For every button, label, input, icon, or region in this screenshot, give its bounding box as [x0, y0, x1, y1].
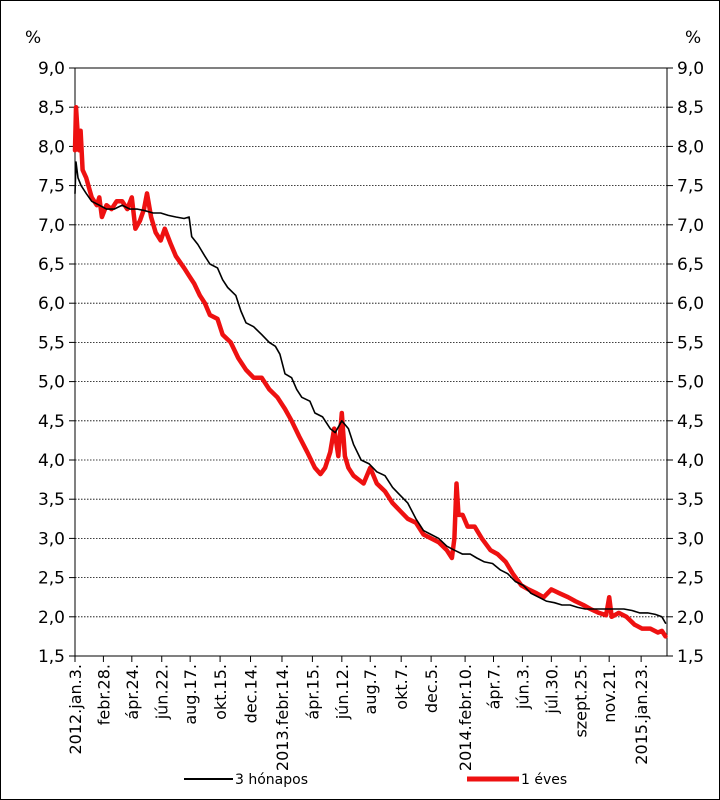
- x-tick-label: 2012.jan.3.: [66, 664, 85, 755]
- y-tick-label-left: 2,5: [38, 569, 65, 589]
- y-axis-left: 9,0 8,5 8,0 7,5 7,0 6,5 6,0 5,5 5,0 4,5 4,0 3,5 3,0 2…: [38, 59, 75, 667]
- x-tick-label: júl.30.: [542, 664, 561, 715]
- x-axis: 2012.jan.3. febr.28. ápr.24. jún.22. aug.17.…: [66, 656, 651, 771]
- y-tick-label-left: 4,0: [38, 451, 65, 471]
- x-tick-label: dec.14.: [242, 664, 261, 723]
- y-tick-label-left: 8,5: [38, 98, 65, 118]
- y-tick-label-left: 1,5: [38, 647, 65, 667]
- y-tick-label-right: 3,0: [677, 529, 704, 549]
- series-line-1-eves: [72, 104, 668, 639]
- y-tick-label-left: 5,5: [38, 333, 65, 353]
- series-line-3-honapos: [74, 161, 667, 624]
- y-tick-label-right: 5,5: [677, 333, 704, 353]
- y-tick-label-right: 9,0: [677, 59, 704, 79]
- x-tick-label: ápr.24.: [123, 664, 142, 720]
- y-tick-label-left: 2,0: [38, 608, 65, 628]
- legend: 3 hónapos 1 éves: [184, 772, 567, 788]
- y-tick-label-right: 1,5: [677, 647, 704, 667]
- x-tick-label: 2013.febr.14.: [273, 664, 292, 771]
- y-tick-label-left: 9,0: [38, 59, 65, 79]
- x-tick-label: 2015.jan.23.: [632, 664, 651, 765]
- grid-lines: [74, 67, 668, 657]
- y-tick-label-left: 7,0: [38, 216, 65, 236]
- y-tick-label-right: 8,0: [677, 137, 704, 157]
- x-tick-label: febr.28.: [94, 664, 113, 725]
- y-unit-left: %: [25, 28, 41, 48]
- y-axis-right: 9,0 8,5 8,0 7,5 7,0 6,5 6,0 5,5 5,0 4,5 4,0 3,5 3,0 2…: [667, 59, 704, 667]
- x-tick-label: aug.17.: [181, 664, 200, 725]
- x-tick-label: 2014.febr.10.: [456, 664, 475, 771]
- x-tick-label: jún.12.: [333, 664, 352, 720]
- y-tick-label-left: 6,5: [38, 255, 65, 275]
- y-tick-label-right: 6,0: [677, 294, 704, 314]
- y-tick-label-right: 3,5: [677, 490, 704, 510]
- x-tick-label: jún.3.: [513, 664, 532, 710]
- y-tick-label-right: 5,0: [677, 373, 704, 393]
- legend-label-3-honapos: 3 hónapos: [235, 772, 308, 788]
- x-tick-label: ápr.7.: [485, 664, 504, 709]
- y-tick-label-right: 7,0: [677, 216, 704, 236]
- y-tick-label-left: 4,5: [38, 412, 65, 432]
- x-tick-label: ápr.15.: [303, 664, 322, 720]
- x-tick-label: okt.7.: [392, 664, 411, 710]
- y-unit-right: %: [685, 28, 701, 48]
- x-tick-label: nov.21.: [600, 664, 619, 723]
- x-tick-label: aug.7.: [361, 664, 380, 714]
- y-tick-label-right: 6,5: [677, 255, 704, 275]
- x-tick-label: jún.22.: [153, 664, 172, 720]
- x-tick-label: dec.5.: [422, 664, 441, 713]
- y-tick-label-right: 4,5: [677, 412, 704, 432]
- y-tick-label-left: 3,5: [38, 490, 65, 510]
- y-tick-label-right: 2,5: [677, 569, 704, 589]
- y-tick-label-left: 8,0: [38, 137, 65, 157]
- y-tick-label-left: 7,5: [38, 177, 65, 197]
- y-tick-label-right: 4,0: [677, 451, 704, 471]
- x-tick-label: szept.25.: [571, 664, 590, 738]
- x-tick-label: okt.15.: [211, 664, 230, 720]
- y-tick-label-left: 6,0: [38, 294, 65, 314]
- y-tick-label-right: 8,5: [677, 98, 704, 118]
- y-tick-label-left: 3,0: [38, 529, 65, 549]
- y-tick-label-left: 5,0: [38, 373, 65, 393]
- legend-label-1-eves: 1 éves: [521, 772, 567, 788]
- y-tick-label-right: 2,0: [677, 608, 704, 628]
- series-lines: [72, 104, 668, 639]
- y-tick-label-right: 7,5: [677, 177, 704, 197]
